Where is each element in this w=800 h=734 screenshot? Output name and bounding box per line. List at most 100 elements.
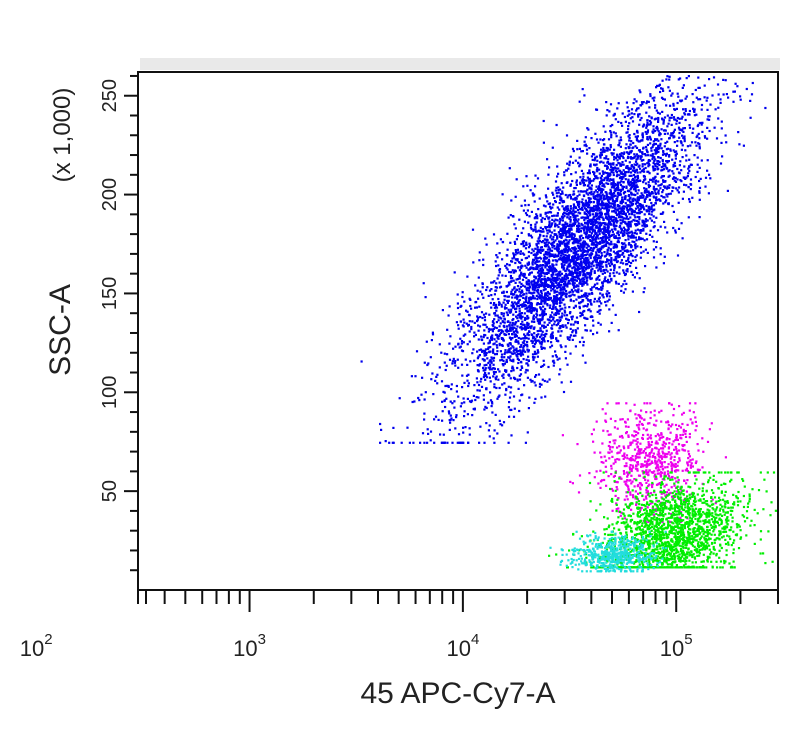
data-point bbox=[657, 160, 660, 163]
data-point bbox=[606, 300, 609, 303]
data-point bbox=[578, 156, 581, 159]
data-point bbox=[582, 229, 586, 232]
data-point bbox=[545, 329, 548, 332]
data-point bbox=[566, 162, 569, 165]
data-point bbox=[625, 269, 628, 272]
data-point bbox=[638, 123, 641, 126]
data-point bbox=[595, 185, 598, 188]
data-point bbox=[633, 153, 636, 156]
data-point bbox=[618, 254, 621, 257]
data-point bbox=[644, 178, 647, 181]
data-point bbox=[502, 301, 505, 304]
data-point bbox=[654, 202, 657, 205]
data-point bbox=[467, 373, 470, 376]
data-point bbox=[674, 176, 677, 180]
data-point bbox=[562, 256, 565, 259]
data-point bbox=[504, 303, 507, 306]
data-point bbox=[572, 212, 575, 215]
data-point bbox=[538, 329, 541, 332]
data-point bbox=[610, 152, 613, 155]
data-point bbox=[577, 190, 580, 193]
data-point bbox=[603, 241, 606, 244]
data-point bbox=[555, 355, 558, 358]
data-point bbox=[602, 227, 605, 230]
data-point bbox=[559, 235, 562, 238]
data-point bbox=[647, 183, 650, 187]
data-point bbox=[410, 375, 413, 378]
data-point bbox=[483, 354, 486, 357]
data-point bbox=[587, 259, 590, 262]
data-point bbox=[570, 238, 574, 241]
data-point bbox=[574, 345, 577, 348]
data-point bbox=[518, 316, 521, 319]
data-point bbox=[700, 123, 703, 126]
data-point bbox=[541, 228, 544, 231]
data-point bbox=[553, 233, 556, 236]
data-point bbox=[529, 189, 532, 192]
data-point bbox=[560, 272, 563, 275]
data-point bbox=[585, 221, 589, 225]
data-point bbox=[576, 208, 580, 211]
data-point bbox=[676, 189, 679, 192]
data-point bbox=[480, 377, 483, 380]
data-point bbox=[494, 286, 497, 289]
data-point bbox=[683, 140, 686, 143]
data-point bbox=[564, 357, 567, 360]
data-point bbox=[500, 317, 503, 320]
data-point bbox=[522, 346, 525, 349]
data-point bbox=[558, 208, 561, 211]
data-point bbox=[619, 136, 622, 139]
data-point bbox=[627, 220, 630, 224]
data-point bbox=[556, 358, 559, 361]
data-point bbox=[638, 277, 641, 280]
data-point bbox=[672, 210, 675, 213]
data-point bbox=[618, 157, 621, 160]
data-point bbox=[575, 183, 578, 186]
data-point bbox=[610, 279, 613, 282]
data-point bbox=[519, 285, 522, 288]
data-point bbox=[533, 343, 537, 346]
data-point bbox=[533, 401, 536, 404]
data-point bbox=[459, 320, 463, 323]
data-point bbox=[704, 176, 708, 179]
data-point bbox=[501, 358, 504, 361]
data-point bbox=[698, 145, 701, 148]
data-point bbox=[606, 270, 609, 273]
data-point bbox=[525, 297, 528, 300]
data-point bbox=[684, 109, 687, 112]
data-point bbox=[457, 433, 461, 436]
data-point bbox=[573, 218, 576, 221]
data-point bbox=[495, 321, 498, 324]
data-point bbox=[617, 120, 620, 123]
data-point bbox=[627, 109, 631, 113]
data-point bbox=[574, 271, 577, 274]
data-point bbox=[508, 270, 511, 274]
data-point bbox=[603, 251, 606, 254]
data-point bbox=[612, 131, 615, 134]
data-point bbox=[465, 374, 469, 377]
data-point bbox=[525, 336, 528, 340]
data-point bbox=[629, 216, 632, 219]
data-point bbox=[586, 214, 589, 217]
data-point bbox=[565, 314, 569, 317]
data-point bbox=[627, 254, 631, 257]
data-point bbox=[621, 185, 624, 188]
data-point bbox=[589, 165, 592, 168]
data-point bbox=[638, 89, 641, 92]
data-point bbox=[552, 307, 555, 310]
data-point bbox=[610, 136, 613, 139]
data-point bbox=[537, 373, 541, 376]
data-point bbox=[546, 268, 549, 271]
data-point bbox=[583, 94, 586, 97]
data-point bbox=[491, 298, 494, 301]
data-point bbox=[562, 291, 565, 294]
data-point bbox=[667, 122, 670, 125]
data-point bbox=[659, 142, 662, 145]
data-point bbox=[461, 291, 464, 294]
data-point bbox=[525, 287, 528, 290]
data-point bbox=[663, 168, 666, 171]
data-point bbox=[654, 175, 657, 178]
data-point bbox=[641, 224, 644, 227]
data-point bbox=[579, 163, 582, 166]
data-point bbox=[560, 199, 563, 202]
